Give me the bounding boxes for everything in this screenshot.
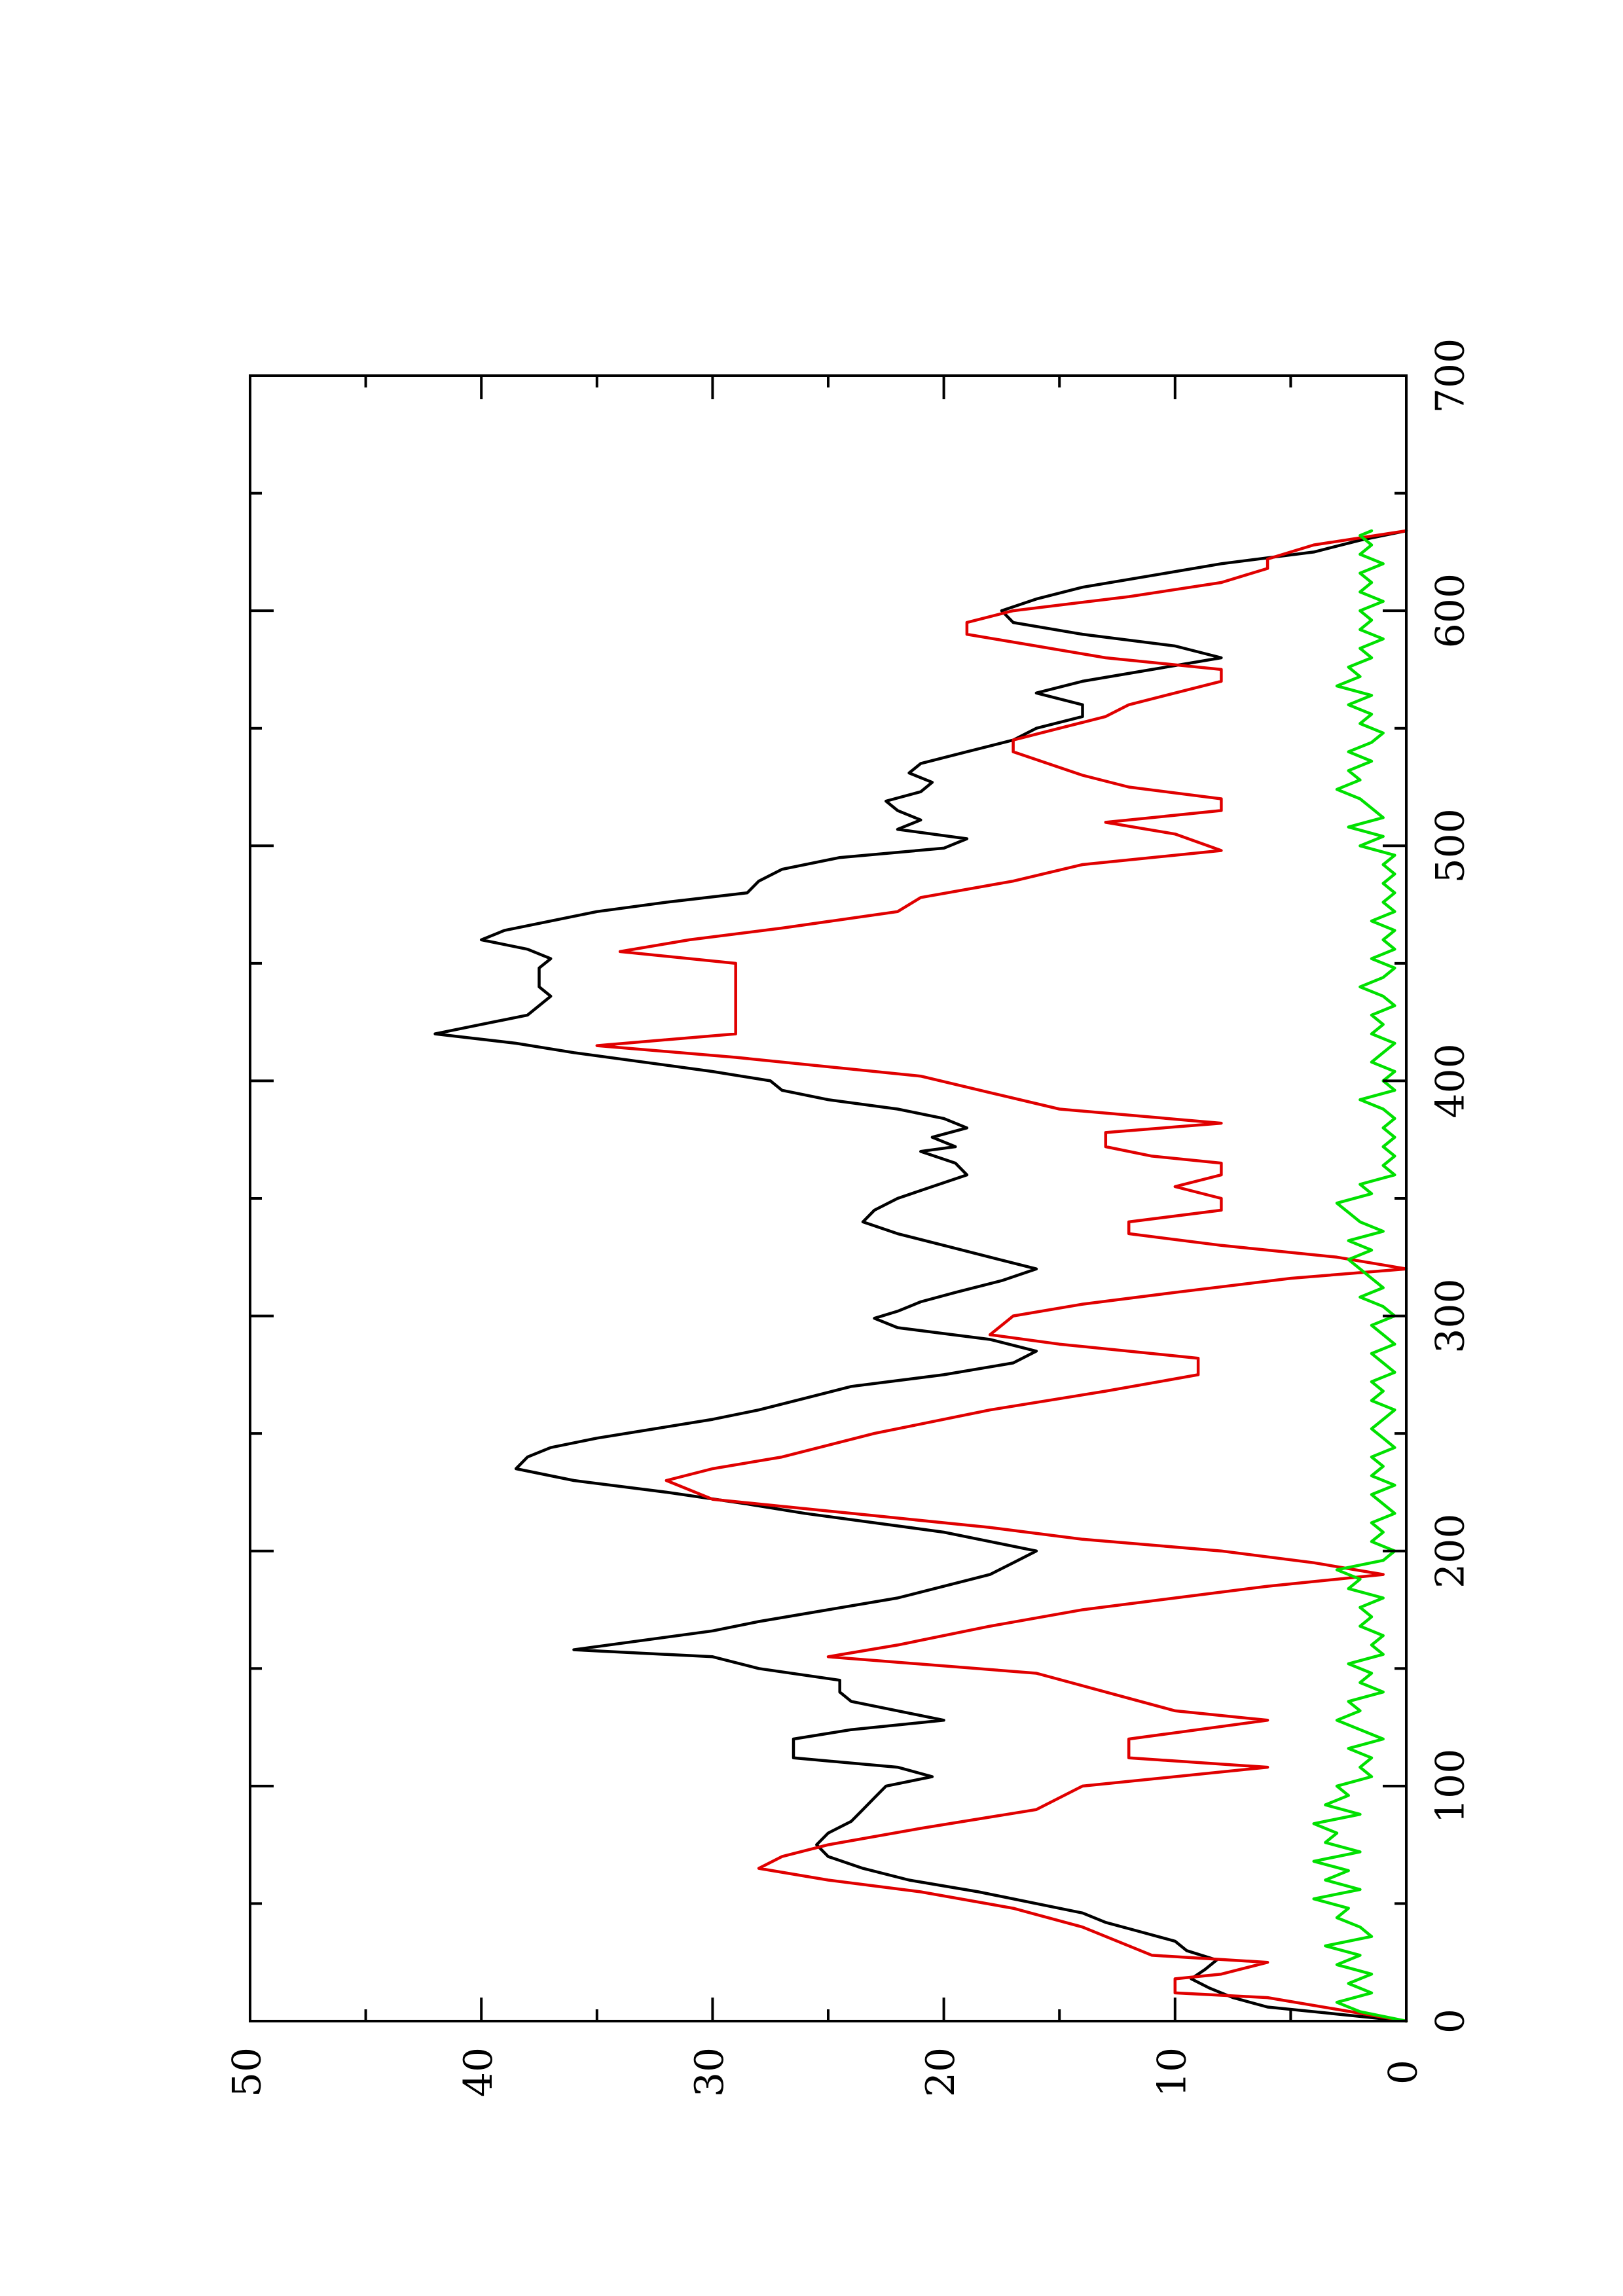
plot-area: 0 100 200 300 400 500 600 700 0 10 20 30 40 50 (225, 338, 1474, 2097)
y-tick-label: 20 (918, 2047, 964, 2097)
y-tick-label: 10 (1149, 2047, 1195, 2097)
series-line-3 (1312, 529, 1408, 2023)
y-tick-label: 30 (687, 2047, 733, 2097)
plot-frame (249, 374, 1408, 2022)
y-tick-label: 40 (456, 2047, 501, 2097)
series-line-2 (595, 529, 1408, 2023)
x-tick-label: 700 (1428, 338, 1474, 414)
series-line-1 (433, 529, 1408, 2023)
x-tick-label: 300 (1428, 1278, 1474, 1354)
x-tick-label: 400 (1428, 1043, 1474, 1119)
x-tick-label: 600 (1428, 573, 1474, 649)
y-tick-label: 50 (225, 2047, 270, 2097)
x-tick-label: 500 (1428, 808, 1474, 884)
x-tick-label: 100 (1428, 1749, 1474, 1824)
x-tick-label: 0 (1428, 2009, 1474, 2034)
y-tick-label: 0 (1381, 2060, 1427, 2085)
x-tick-label: 200 (1428, 1513, 1474, 1588)
